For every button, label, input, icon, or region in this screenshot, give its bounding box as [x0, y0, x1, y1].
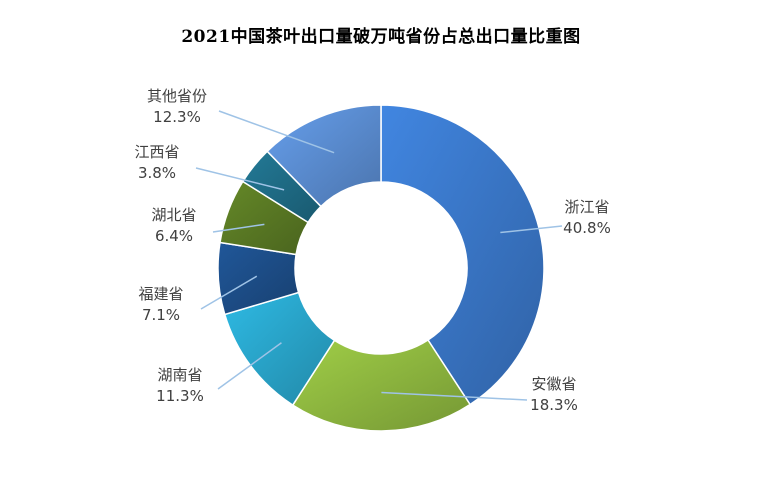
leader-line-0: [500, 225, 563, 234]
slice-label-name-3: 福建省: [138, 285, 183, 303]
slice-label-name-5: 江西省: [134, 143, 179, 161]
slice-label-value-1: 18.3%: [530, 396, 578, 414]
chart-title: 2021中国茶叶出口量破万吨省份占总出口量比重图: [181, 27, 581, 47]
slice-label-value-5: 3.8%: [138, 164, 176, 182]
slice-label-name-0: 浙江省: [564, 198, 609, 216]
slice-label-value-4: 6.4%: [155, 227, 193, 245]
slice-0: [380, 104, 545, 406]
slice-label-name-4: 湖北省: [151, 206, 196, 224]
leader-line-6: [218, 110, 335, 154]
slice-label-value-0: 40.8%: [563, 219, 611, 237]
slice-label-value-2: 11.3%: [156, 387, 204, 405]
slice-6: [266, 104, 382, 208]
slice-label-name-6: 其他省份: [147, 87, 207, 105]
leader-line-3: [200, 275, 258, 310]
slice-label-name-2: 湖南省: [157, 366, 202, 384]
leader-line-1: [381, 391, 528, 401]
slice-label-value-3: 7.1%: [142, 306, 180, 324]
slice-1: [291, 338, 472, 432]
slice-label-value-6: 12.3%: [153, 108, 201, 126]
leader-line-2: [217, 342, 282, 390]
slice-label-name-1: 安徽省: [531, 375, 576, 393]
leader-line-4: [212, 223, 265, 233]
leader-line-5: [195, 167, 285, 191]
